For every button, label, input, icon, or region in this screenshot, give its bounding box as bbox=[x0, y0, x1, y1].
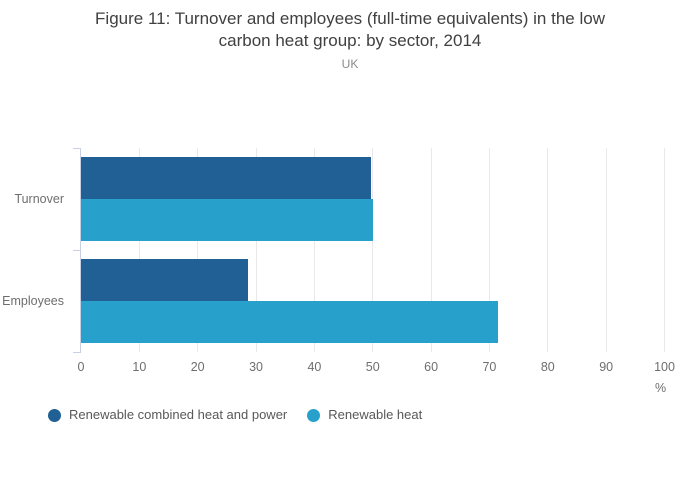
chart-title: Figure 11: Turnover and employees (full-… bbox=[0, 8, 700, 52]
x-axis-title: % bbox=[654, 381, 667, 395]
gridline-60 bbox=[430, 148, 432, 352]
bar-employees-series-2 bbox=[81, 301, 498, 343]
x-tick-label-80: 80 bbox=[540, 360, 555, 374]
x-tick-label-70: 70 bbox=[482, 360, 497, 374]
x-tick-label-40: 40 bbox=[307, 360, 322, 374]
gridline-70 bbox=[488, 148, 490, 352]
x-tick-label-10: 10 bbox=[132, 360, 147, 374]
gridline-20 bbox=[197, 148, 199, 352]
bar-turnover-series-2 bbox=[81, 199, 374, 241]
legend-item-2[interactable]: Renewable heat bbox=[307, 407, 422, 423]
legend-item-1[interactable]: Renewable combined heat and power bbox=[48, 407, 287, 423]
x-tick-label-30: 30 bbox=[249, 360, 263, 374]
x-tick-label-50: 50 bbox=[365, 360, 380, 374]
legend-label-1: Renewable combined heat and power bbox=[69, 407, 288, 422]
gridline-80 bbox=[547, 148, 549, 352]
x-tick-label-60: 60 bbox=[424, 360, 439, 374]
gridline-10 bbox=[138, 148, 140, 352]
y-axis-tick-0 bbox=[72, 147, 81, 149]
legend-label-2: Renewable heat bbox=[328, 407, 423, 422]
chart-title-line-1: Figure 11: Turnover and employees (full-… bbox=[95, 9, 605, 28]
gridline-100 bbox=[664, 148, 665, 352]
category-label-turnover: Turnover bbox=[14, 191, 64, 206]
y-axis-tick-2 bbox=[72, 351, 81, 353]
legend-dot-1 bbox=[48, 408, 61, 422]
x-tick-label-90: 90 bbox=[599, 360, 614, 374]
chart-title-line-2: carbon heat group: by sector, 2014 bbox=[218, 31, 482, 50]
legend-dot-2 bbox=[307, 408, 321, 422]
y-axis-tick-1 bbox=[72, 249, 81, 251]
x-tick-label-100: 100 bbox=[654, 360, 675, 374]
legend: Renewable combined heat and power Renewab… bbox=[48, 405, 422, 425]
bar-employees-series-1 bbox=[81, 259, 248, 301]
gridline-40 bbox=[313, 148, 315, 352]
x-tick-label-20: 20 bbox=[190, 360, 205, 374]
category-label-employees: Employees bbox=[2, 293, 64, 308]
bar-turnover-series-1 bbox=[81, 157, 371, 199]
gridline-50 bbox=[372, 148, 374, 352]
chart-subtitle: UK bbox=[341, 57, 359, 71]
gridline-30 bbox=[255, 148, 257, 352]
gridline-90 bbox=[605, 148, 607, 352]
x-tick-label-0: 0 bbox=[77, 360, 85, 374]
